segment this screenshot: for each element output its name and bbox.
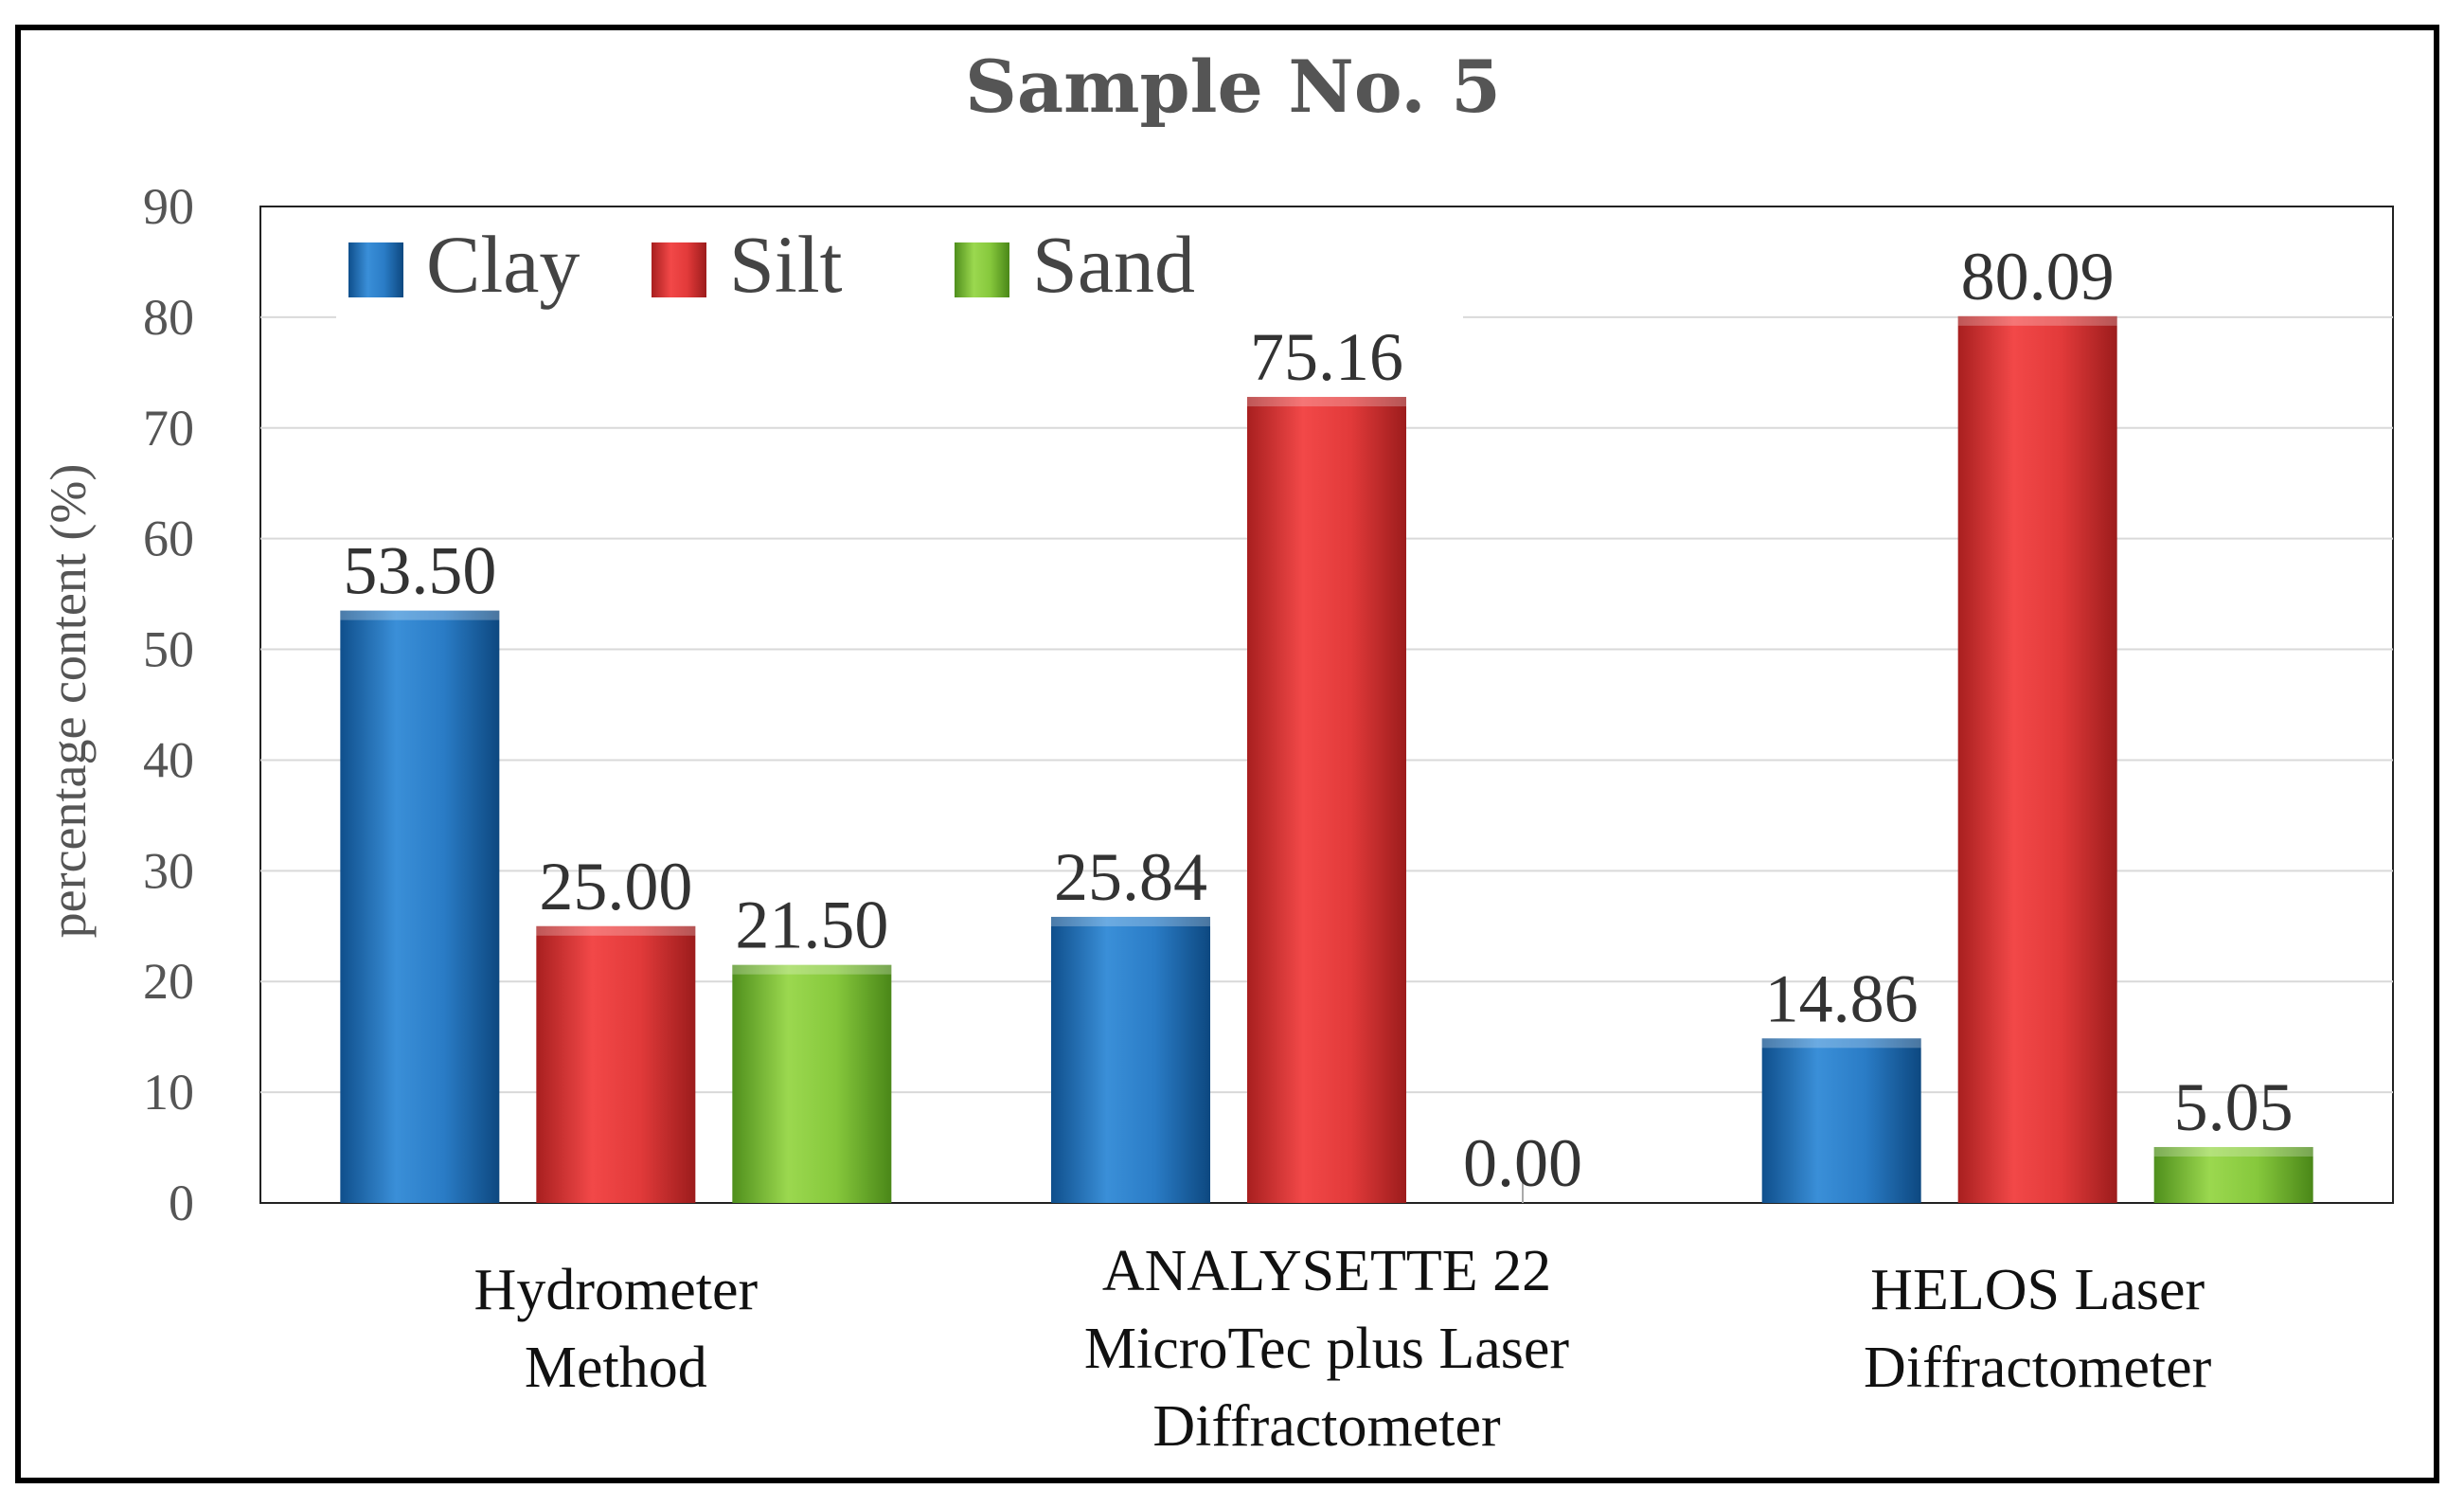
- legend-label-clay: Clay: [426, 219, 580, 310]
- bar-bevel: [2153, 1146, 2313, 1157]
- bar-bevel: [1051, 916, 1210, 926]
- bar-bevel: [340, 610, 500, 620]
- bar-clay: [1761, 1038, 1921, 1203]
- x-category-label: Diffractometer: [1864, 1336, 2212, 1400]
- x-category-label: HELOS Laser: [1870, 1258, 2205, 1322]
- data-label-sand: 5.05: [2174, 1069, 2294, 1145]
- legend-swatch-sand: [955, 242, 1009, 297]
- y-tick-label: 50: [143, 621, 194, 678]
- bar-sand: [2153, 1146, 2313, 1203]
- x-axis-categories: Hydrometer Method ANALYSETTE 22 MicroTec pl…: [474, 1239, 2212, 1459]
- legend: Clay Silt Sand: [336, 216, 1463, 328]
- bar-bevel: [1247, 397, 1406, 407]
- y-tick-label: 60: [143, 511, 194, 567]
- data-label-sand: 0.00: [1463, 1125, 1582, 1201]
- bar-bevel: [1761, 1038, 1921, 1049]
- value-labels: 53.50 25.00 21.50 25.84 75.16 0.00 14.86 80.09 5…: [343, 239, 2293, 1201]
- legend-label-silt: Silt: [729, 219, 843, 310]
- x-category-label: MicroTec plus Laser: [1084, 1317, 1569, 1381]
- bar-clay: [340, 610, 500, 1203]
- legend-label-sand: Sand: [1032, 219, 1195, 310]
- bar-silt: [1247, 397, 1406, 1203]
- bars: [340, 315, 2313, 1203]
- data-label-silt: 80.09: [1961, 239, 2115, 314]
- x-category-label: Hydrometer: [474, 1258, 759, 1322]
- data-label-silt: 75.16: [1250, 319, 1403, 395]
- bar-clay: [1051, 916, 1210, 1203]
- data-label-sand: 21.50: [735, 888, 888, 963]
- legend-swatch-clay: [348, 242, 403, 297]
- x-category-label: ANALYSETTE 22: [1102, 1239, 1551, 1303]
- data-label-silt: 25.00: [539, 849, 692, 924]
- y-tick-label: 30: [143, 842, 194, 899]
- x-category-label: Method: [525, 1336, 707, 1400]
- y-tick-label: 20: [143, 953, 194, 1010]
- bar-bevel: [1957, 315, 2117, 326]
- legend-background: [336, 216, 1463, 328]
- y-tick-label: 0: [169, 1175, 194, 1231]
- chart-title: Sample No. 5: [965, 45, 1501, 129]
- y-tick-label: 40: [143, 731, 194, 788]
- y-tick-label: 10: [143, 1064, 194, 1121]
- bar-bevel: [536, 925, 696, 936]
- y-tick-label: 90: [143, 178, 194, 235]
- y-axis-ticks: 0 10 20 30 40 50 60 70 80 90: [143, 178, 194, 1231]
- legend-swatch-silt: [652, 242, 706, 297]
- data-label-clay: 14.86: [1765, 960, 1919, 1036]
- y-axis-label: percentage content (%): [40, 464, 97, 939]
- y-tick-label: 70: [143, 400, 194, 457]
- bar-silt: [1957, 315, 2117, 1203]
- bar-silt: [536, 925, 696, 1203]
- bar-sand: [732, 964, 892, 1203]
- bar-bevel: [732, 964, 892, 975]
- x-category-label: Diffractometer: [1152, 1394, 1501, 1459]
- data-label-clay: 25.84: [1054, 839, 1207, 915]
- data-label-clay: 53.50: [343, 533, 496, 609]
- y-tick-label: 80: [143, 289, 194, 346]
